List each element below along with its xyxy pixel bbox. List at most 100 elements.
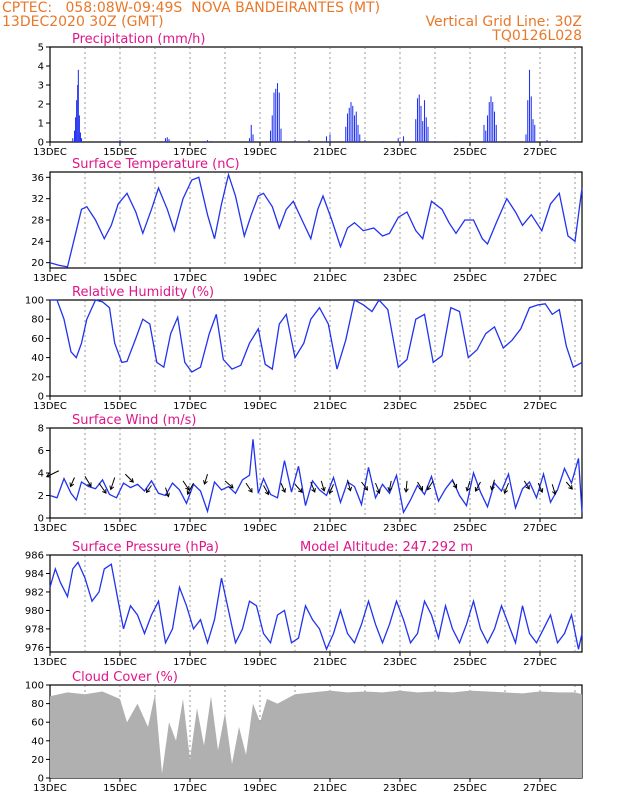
x-tick-label: 25DEC	[453, 657, 487, 668]
wind-vector	[537, 482, 544, 494]
precip-bar	[350, 102, 352, 142]
wind-vector	[465, 480, 471, 492]
precip-bar	[77, 85, 79, 142]
x-tick-label: 25DEC	[453, 401, 487, 412]
precip-bar	[364, 140, 366, 142]
precip-bar	[273, 92, 275, 142]
x-tick-label: 27DEC	[523, 783, 557, 794]
panel-frame	[49, 46, 583, 143]
precip-bar	[485, 130, 487, 142]
x-tick-label: 13DEC	[33, 657, 67, 668]
precip-bar	[352, 105, 354, 142]
wind-vector	[417, 481, 424, 491]
x-tick-label: 25DEC	[453, 523, 487, 534]
x-tick-label: 17DEC	[173, 783, 207, 794]
wind-vector	[84, 476, 92, 488]
precip-bar	[483, 124, 485, 142]
x-tick-label: 21DEC	[313, 273, 347, 284]
precip-bar	[78, 115, 80, 142]
y-tick-label: 60	[31, 334, 44, 345]
wind-vector	[45, 470, 59, 478]
precip-bar	[121, 141, 123, 142]
series-line	[50, 298, 583, 373]
series-line	[49, 561, 583, 651]
wind-vector	[186, 482, 194, 495]
wind-vector	[320, 480, 326, 492]
x-tick-label: 13DEC	[33, 401, 67, 412]
x-tick-label: 13DEC	[33, 147, 67, 158]
panel-title: Surface Wind (m/s)	[72, 413, 196, 428]
precip-bar	[504, 141, 506, 142]
x-tick-label: 21DEC	[313, 783, 347, 794]
precip-bar	[325, 136, 328, 142]
x-tick-label: 19DEC	[243, 783, 277, 794]
precip-bar	[206, 140, 209, 142]
panel-title: Cloud Cover (%)	[72, 670, 178, 685]
y-tick-label: 20	[31, 755, 44, 766]
precip-bar	[308, 140, 310, 142]
y-tick-label: 80	[31, 699, 44, 710]
y-tick-label: 0	[38, 774, 44, 785]
panel-precipitation: 0 1 2 3 4 5 13DEC 15DEC 17DEC 19DEC 21DEC 23DEC 25DE…	[33, 32, 583, 158]
precip-bar	[250, 124, 252, 142]
panel-frame	[49, 299, 583, 397]
wind-vector	[98, 482, 107, 494]
wind-vector	[347, 479, 353, 492]
x-tick-label: 27DEC	[523, 657, 557, 668]
panel-title: Precipitation (mm/h)	[72, 32, 205, 47]
precip-bar	[423, 100, 426, 142]
precip-bar	[493, 111, 496, 142]
cloud-cover-area	[50, 690, 582, 778]
precip-bar	[280, 128, 282, 142]
panel-title: Surface Pressure (hPa)	[72, 540, 219, 555]
wind-vector	[426, 480, 434, 491]
precip-bar	[530, 96, 532, 142]
precip-bar	[276, 83, 279, 142]
y-tick-label: 6	[38, 446, 44, 457]
y-tick-label: 4	[38, 62, 44, 73]
x-tick-label: 21DEC	[313, 401, 347, 412]
precip-bar	[76, 100, 78, 142]
y-tick-label: 8	[38, 424, 44, 435]
y-tick-label: 40	[31, 736, 44, 747]
y-tick-label: 2	[38, 491, 44, 502]
precip-bar	[329, 134, 331, 142]
precip-bar	[79, 132, 81, 142]
precip-bar	[357, 124, 359, 142]
model-code: TQ0126L028	[492, 28, 582, 44]
y-tick-label: 1	[38, 119, 44, 130]
x-tick-label: 25DEC	[453, 147, 487, 158]
precip-bar	[418, 94, 420, 142]
precip-bar	[381, 141, 384, 142]
wind-vector	[203, 473, 208, 486]
wind-vector	[474, 481, 481, 492]
y-tick-label: 0	[38, 514, 44, 525]
model-altitude: Model Altitude: 247.292 m	[300, 540, 473, 555]
precip-bar	[72, 138, 74, 142]
x-tick-label: 13DEC	[33, 523, 67, 534]
vertical-grid-note: Vertical Grid Line: 30Z	[425, 14, 582, 30]
precip-bar	[546, 140, 548, 142]
y-tick-label: 32	[31, 194, 44, 205]
wind-vector	[263, 485, 270, 496]
precip-bar	[203, 141, 205, 142]
panel-frame	[49, 427, 583, 519]
x-tick-label: 13DEC	[33, 273, 67, 284]
x-tick-label: 19DEC	[243, 147, 277, 158]
x-tick-label: 15DEC	[103, 401, 137, 412]
run-datetime: 13DEC2020 30Z (GMT)	[2, 14, 164, 30]
x-tick-label: 19DEC	[243, 273, 277, 284]
precip-bar	[534, 124, 536, 142]
wind-vector	[403, 480, 409, 493]
precip-bar	[427, 126, 429, 142]
precip-bar	[402, 136, 405, 142]
x-tick-label: 15DEC	[103, 783, 137, 794]
wind-vector	[361, 481, 369, 491]
panel-frame	[49, 554, 583, 653]
x-tick-label: 21DEC	[313, 147, 347, 158]
precip-bar	[248, 138, 251, 142]
x-tick-label: 27DEC	[523, 401, 557, 412]
x-tick-label: 21DEC	[313, 523, 347, 534]
precip-bar	[488, 102, 490, 142]
